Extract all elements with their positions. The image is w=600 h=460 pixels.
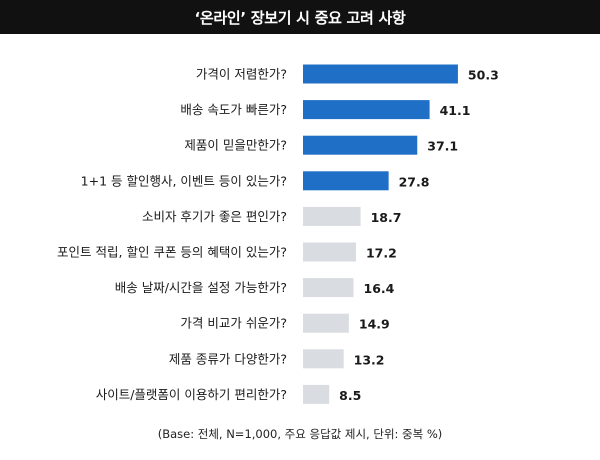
category-label: 배송 속도가 빠른가? [180,102,287,117]
bar [303,206,361,226]
value-label: 27.8 [399,174,430,189]
bar [303,242,356,262]
bar [303,384,330,404]
value-label: 13.2 [354,352,385,367]
category-label: 가격이 저렴한가? [196,67,287,82]
bar-chart: 가격이 저렴한가? 50.3 배송 속도가 빠른가? 41.1 제품이 믿을만한가? 37… [57,64,499,404]
bar [303,278,354,298]
value-label: 17.2 [366,246,397,261]
bar [303,64,458,84]
value-label: 8.5 [339,388,361,403]
value-label: 41.1 [440,103,471,118]
category-label: 제품이 믿을만한가? [184,138,287,153]
bar [303,313,349,333]
category-label: 소비자 후기가 좋은 편인가? [142,209,287,224]
value-label: 50.3 [468,68,499,83]
value-label: 16.4 [364,281,395,296]
value-label: 37.1 [427,139,458,154]
category-label: 배송 날짜/시간을 설정 가능한가? [115,280,287,295]
bar [303,100,430,120]
bar [303,135,418,155]
category-label: 가격 비교가 쉬운가? [180,316,287,331]
bar [303,171,389,191]
value-label: 18.7 [371,210,402,225]
value-label: 14.9 [359,317,390,332]
category-label: 1+1 등 할인행사, 이벤트 등이 있는가? [81,173,287,188]
category-label: 사이트/플랫폼이 이용하기 편리한가? [96,387,287,402]
bar [303,349,344,369]
category-label: 포인트 적립, 할인 쿠폰 등의 혜택이 있는가? [57,245,287,260]
chart-footnote: (Base: 전체, N=1,000, 주요 응답값 제시, 단위: 중복 %) [157,427,443,441]
chart-title: ‘온라인’ 장보기 시 중요 고려 사항 [0,0,600,34]
category-label: 제품 종류가 다양한가? [169,351,287,366]
